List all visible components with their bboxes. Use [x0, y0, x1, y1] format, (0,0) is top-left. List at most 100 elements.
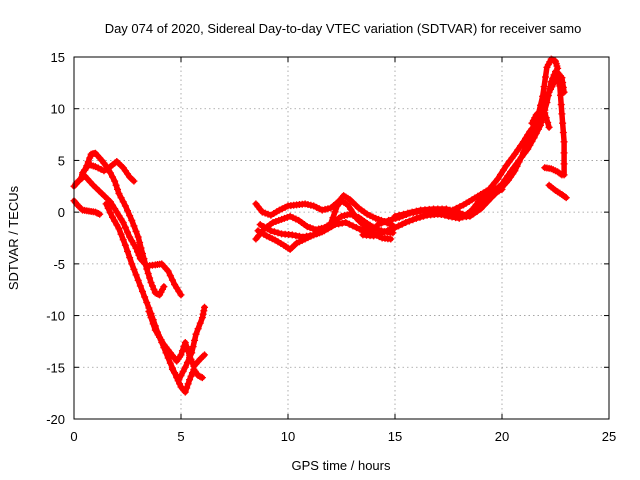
- data-point-marker: [128, 176, 136, 184]
- data-point-marker: [130, 222, 138, 230]
- data-point-marker: [505, 158, 513, 166]
- x-tick-label: 15: [388, 429, 402, 444]
- series-trace: [360, 69, 567, 239]
- data-point-marker: [147, 314, 155, 322]
- data-point-marker: [130, 241, 138, 249]
- data-point-marker: [194, 325, 202, 333]
- data-point-marker: [420, 212, 428, 220]
- data-point-marker: [547, 78, 555, 86]
- data-point-marker: [106, 209, 114, 217]
- data-point-marker: [404, 209, 412, 217]
- data-point-marker: [306, 232, 314, 240]
- data-point-marker: [126, 212, 134, 220]
- data-point-marker: [540, 83, 548, 91]
- data-point-marker: [331, 221, 339, 229]
- data-point-marker: [329, 214, 337, 222]
- data-point-marker: [398, 220, 406, 228]
- data-point-marker: [556, 91, 564, 99]
- data-point-marker: [441, 211, 449, 219]
- data-point-marker: [532, 130, 540, 138]
- data-point-marker: [560, 160, 568, 168]
- data-point-marker: [136, 282, 144, 290]
- data-point-marker: [342, 218, 350, 226]
- data-point-marker: [144, 270, 152, 278]
- data-point-marker: [373, 231, 381, 239]
- data-point-marker: [528, 137, 536, 145]
- data-point-marker: [177, 291, 185, 299]
- data-point-marker: [350, 210, 358, 218]
- data-point-marker: [521, 149, 529, 157]
- x-tick-label: 0: [70, 429, 77, 444]
- data-point-marker: [177, 372, 185, 380]
- data-point-marker: [274, 229, 282, 237]
- data-point-marker: [526, 141, 534, 149]
- data-point-marker: [303, 232, 311, 240]
- data-point-marker: [109, 173, 117, 181]
- data-point-marker: [104, 204, 112, 212]
- data-point-marker: [119, 236, 127, 244]
- data-point-marker: [387, 225, 395, 233]
- data-point-marker: [154, 331, 162, 339]
- data-point-marker: [448, 213, 456, 221]
- series-track-15: [423, 185, 506, 222]
- data-point-marker: [198, 314, 206, 322]
- series-trace: [71, 150, 167, 298]
- data-point-marker: [412, 207, 420, 215]
- data-point-marker: [263, 225, 271, 233]
- data-point-marker: [515, 156, 523, 164]
- data-point-marker: [498, 185, 506, 193]
- data-point-marker: [561, 193, 569, 201]
- data-point-marker: [385, 216, 393, 224]
- series-trace: [73, 173, 184, 298]
- data-point-marker: [179, 367, 187, 375]
- series-track-4: [70, 197, 104, 218]
- data-point-marker: [117, 194, 125, 202]
- series-track-17: [541, 164, 566, 179]
- data-point-marker: [542, 73, 550, 81]
- data-point-marker: [292, 232, 300, 240]
- data-point-marker: [113, 221, 121, 229]
- y-tick-label: -10: [46, 309, 65, 324]
- data-point-marker: [409, 216, 417, 224]
- grid: [74, 57, 609, 419]
- data-point-marker: [295, 232, 303, 240]
- data-point-marker: [150, 285, 158, 293]
- data-point-marker: [177, 351, 185, 359]
- data-point-marker: [377, 219, 385, 227]
- data-point-marker: [147, 278, 155, 286]
- data-point-marker: [562, 194, 570, 202]
- data-point-marker: [186, 376, 194, 384]
- data-point-marker: [178, 347, 186, 355]
- data-point-marker: [494, 175, 502, 183]
- data-point-marker: [546, 85, 554, 93]
- data-point-marker: [517, 142, 525, 150]
- y-tick-label: 5: [58, 153, 65, 168]
- data-point-marker: [501, 176, 509, 184]
- data-point-marker: [128, 216, 136, 224]
- data-point-marker: [412, 214, 420, 222]
- data-point-marker: [119, 198, 127, 206]
- data-point-marker: [198, 374, 206, 382]
- data-point-marker: [133, 248, 141, 256]
- data-point-marker: [270, 228, 278, 236]
- data-point-marker: [507, 168, 515, 176]
- data-point-marker: [408, 208, 416, 216]
- data-point-marker: [145, 307, 153, 315]
- data-point-marker: [111, 217, 119, 225]
- data-point-marker: [356, 225, 364, 233]
- data-point-marker: [124, 228, 131, 236]
- y-axis-label: SDTVAR / TECUs: [6, 185, 21, 290]
- data-point-marker: [184, 380, 192, 388]
- data-point-marker: [134, 233, 142, 241]
- x-tick-label: 5: [177, 429, 184, 444]
- data-point-marker: [183, 358, 191, 366]
- data-point-marker: [559, 129, 567, 137]
- data-point-marker: [115, 225, 123, 233]
- data-point-marker: [135, 251, 143, 259]
- data-point-marker: [377, 229, 385, 237]
- data-point-marker: [191, 336, 199, 344]
- data-point-marker: [317, 228, 325, 236]
- data-point-marker: [117, 230, 125, 238]
- data-point-marker: [508, 154, 516, 162]
